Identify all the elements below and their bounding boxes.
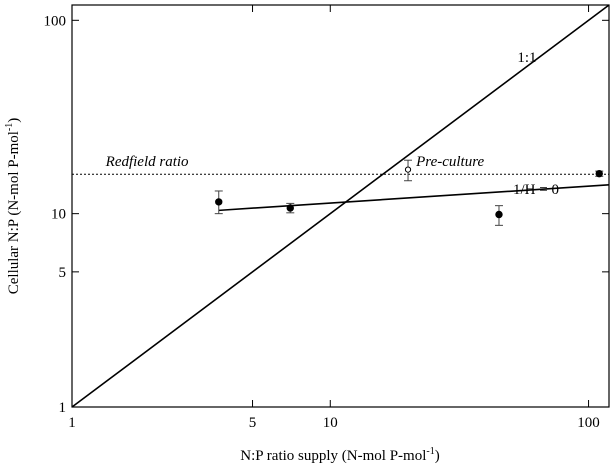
annotation-label: 1/H = 0 xyxy=(513,182,559,198)
one-to-one-line xyxy=(71,4,610,408)
x-tick-label: 1 xyxy=(68,415,76,431)
chart-annotations: Redfield ratio Pre-culture 1:1 1/H = 0 xyxy=(105,50,559,198)
data-point xyxy=(215,198,223,206)
x-axis-title: N:P ratio supply (N-mol P-mol-1) xyxy=(240,446,439,464)
y-tick-label: 100 xyxy=(44,13,67,29)
y-tick-label: 10 xyxy=(51,207,66,223)
x-tick-label: 10 xyxy=(323,415,338,431)
x-tick-label: 100 xyxy=(577,415,600,431)
reference-lines xyxy=(71,4,610,408)
x-axis-ticks: 1 5 10 100 xyxy=(68,5,600,431)
annotation-label: Redfield ratio xyxy=(105,154,189,170)
y-axis-title: Cellular N:P (N-mol P-mol-1) xyxy=(4,118,22,295)
y-tick-label: 5 xyxy=(59,265,67,281)
y-axis-ticks: 1 5 10 100 xyxy=(44,13,609,416)
fit-line xyxy=(218,184,610,212)
data-point xyxy=(286,204,294,212)
pre-culture-point xyxy=(404,166,412,173)
annotation-label: Pre-culture xyxy=(415,154,484,170)
annotation-label: 1:1 xyxy=(517,50,536,66)
data-point xyxy=(595,169,603,178)
x-tick-label: 5 xyxy=(249,415,257,431)
y-tick-label: 1 xyxy=(59,400,67,416)
data-point xyxy=(495,210,503,219)
data-points xyxy=(214,159,604,226)
plot-frame xyxy=(71,4,610,408)
